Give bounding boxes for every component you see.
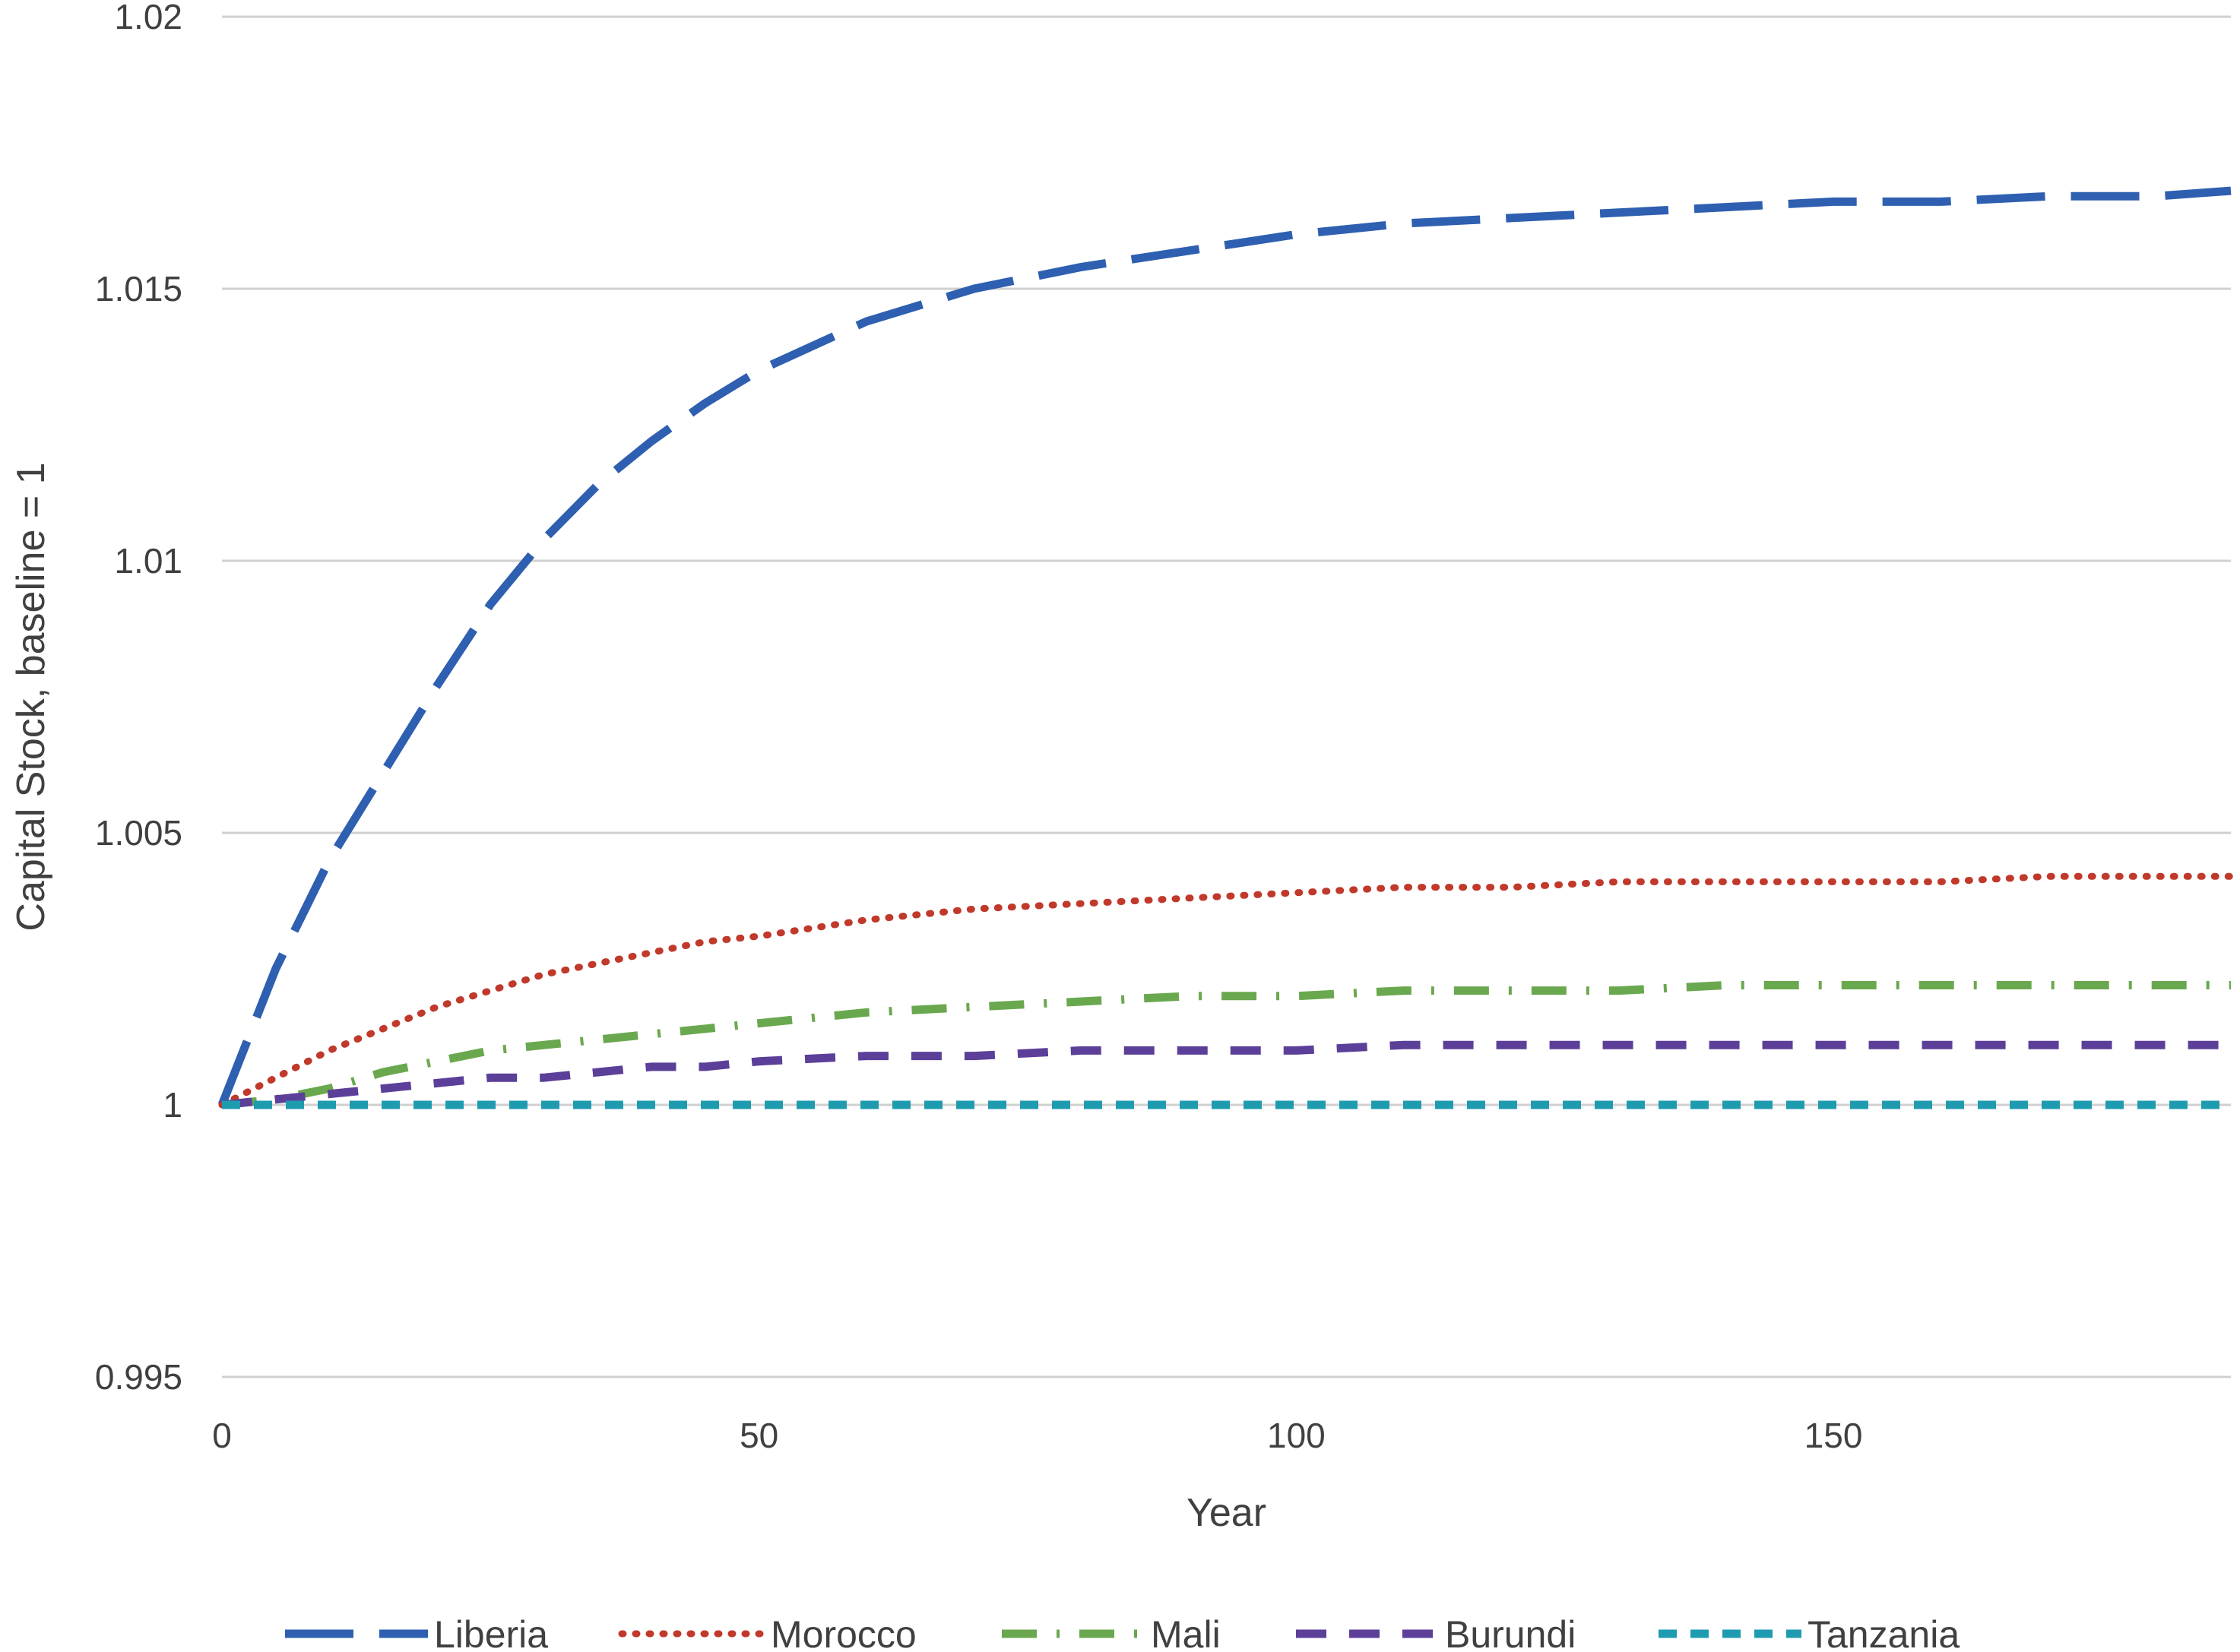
y-tick-label: 1.01: [114, 541, 182, 581]
series-line-morocco: [218, 872, 2235, 1109]
y-tick-label: 1: [163, 1085, 182, 1125]
series-line-liberia: [217, 186, 2232, 1107]
y-axis-ticks: 0.995 1 1.005 1.01 1.015 1.02: [95, 0, 182, 1397]
x-tick-label: 150: [1804, 1416, 1863, 1455]
gridlines: [222, 15, 2231, 1378]
x-tick-label: 50: [740, 1416, 778, 1455]
y-tick-label: 1.02: [114, 0, 182, 36]
series-line-burundi: [221, 1040, 2231, 1109]
legend-label-morocco: Morocco: [771, 1613, 917, 1652]
y-tick-label: 0.995: [95, 1357, 182, 1397]
x-axis-ticks: 0 50 100 150: [212, 1416, 1862, 1455]
x-tick-label: 0: [212, 1416, 232, 1455]
y-tick-label: 1.015: [95, 269, 182, 309]
legend-label-liberia: Liberia: [434, 1613, 548, 1652]
y-tick-label: 1.005: [95, 813, 182, 853]
x-axis-title: Year: [1187, 1491, 1266, 1535]
y-axis-title: Capital Stock, baseline = 1: [9, 462, 53, 931]
series-lines: [217, 186, 2235, 1109]
x-tick-label: 100: [1267, 1416, 1326, 1455]
legend-label-burundi: Burundi: [1445, 1613, 1576, 1652]
legend-label-tanzania: Tanzania: [1808, 1613, 1960, 1652]
legend: Liberia Morocco Mali Burundi Tanzania: [285, 1613, 1960, 1652]
legend-label-mali: Mali: [1151, 1613, 1221, 1652]
